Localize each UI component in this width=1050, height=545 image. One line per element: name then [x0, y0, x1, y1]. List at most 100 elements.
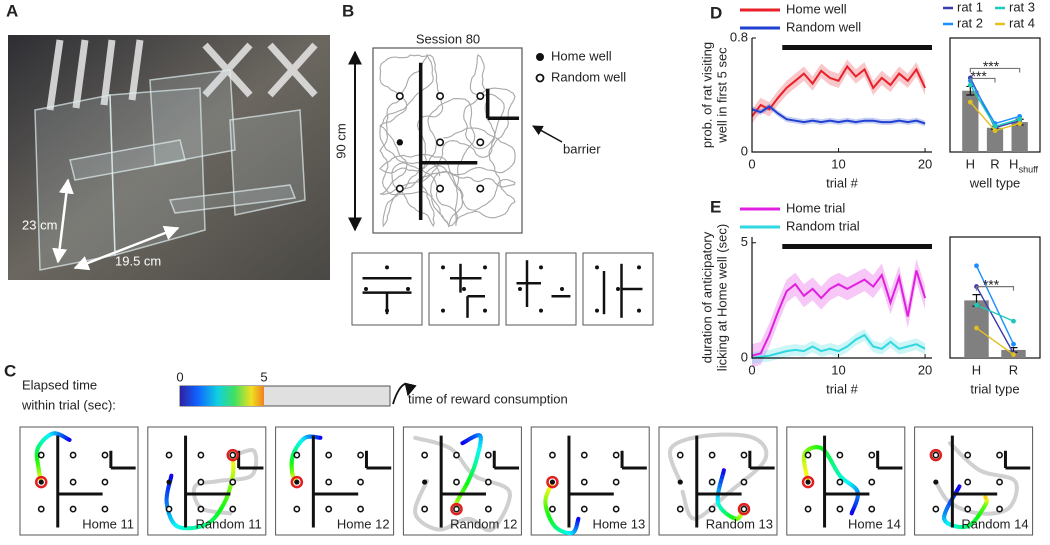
- significance-bracket: [969, 77, 996, 83]
- target-ring: [546, 475, 559, 489]
- y-axis-label: prob. of rat visiting: [699, 42, 714, 148]
- x-tick-label: R: [990, 156, 999, 171]
- legend-label: rat 2: [957, 15, 983, 30]
- error-band: [752, 329, 926, 364]
- well: [325, 505, 333, 513]
- legend-label: Random well: [551, 69, 626, 84]
- well: [325, 451, 333, 459]
- panel-label: D: [710, 3, 722, 22]
- well: [708, 505, 716, 513]
- colorbar-tick-label: 5: [260, 369, 267, 384]
- trial-panel: Home 11: [19, 426, 139, 536]
- well: [101, 451, 109, 459]
- subject-point: [992, 128, 998, 134]
- trial-panel: Home 14: [786, 426, 906, 536]
- legend-label: Random well: [786, 19, 861, 34]
- trial-label: Home 14: [848, 516, 901, 531]
- subject-point: [974, 263, 979, 269]
- significance-bar: [782, 244, 932, 249]
- x-tick-label: R: [1009, 362, 1018, 377]
- legend-label: Home well: [786, 1, 847, 16]
- barrier-label: barrier: [563, 141, 601, 156]
- well: [385, 265, 389, 270]
- well: [804, 451, 812, 459]
- maze-frame: [505, 252, 577, 326]
- well: [549, 451, 556, 459]
- well: [677, 479, 683, 485]
- well: [676, 505, 684, 513]
- subject-point: [992, 123, 998, 129]
- significance-label: ***: [983, 58, 1000, 74]
- subject-point: [974, 302, 979, 308]
- well: [580, 451, 588, 459]
- well: [436, 92, 445, 101]
- subject-point: [1017, 116, 1023, 122]
- well: [539, 265, 543, 270]
- well: [616, 287, 620, 291]
- significance-label: ***: [970, 68, 987, 84]
- legend-label: rat 1: [957, 0, 983, 14]
- y-tick-label: 0.8: [730, 29, 748, 44]
- well: [69, 478, 77, 486]
- well: [836, 478, 844, 486]
- well: [37, 451, 45, 459]
- legend-marker: [536, 53, 544, 61]
- trajectory: [379, 53, 516, 228]
- well: [484, 451, 492, 459]
- subject-line: [975, 265, 1015, 345]
- trial-panel: Random 14: [914, 426, 1034, 536]
- well: [964, 505, 972, 513]
- legend-label: Home well: [551, 48, 612, 63]
- error-band: [752, 258, 926, 368]
- trial-panel: Home 12: [275, 426, 395, 536]
- well: [453, 505, 460, 513]
- y-axis-label: well in first 5 sec: [714, 47, 729, 144]
- x-tick-label: 10: [831, 156, 845, 171]
- well: [453, 478, 460, 486]
- well: [580, 505, 588, 513]
- line-chart: Home trial Random trial 0 5 0 10 20 trial # dura…: [699, 200, 932, 396]
- well: [996, 451, 1003, 459]
- trial-label: Home 11: [82, 516, 134, 531]
- colorbar-gradient: [180, 386, 264, 406]
- line-chart: Home well Random well 0 0.8 0 10 20 trial # prob…: [699, 1, 932, 190]
- well: [453, 451, 460, 459]
- subject-line: [976, 304, 1014, 322]
- x-tick-label: H: [966, 156, 975, 171]
- legend-label: Random trial: [786, 218, 860, 233]
- well: [740, 451, 748, 459]
- legend-label: Home trial: [786, 200, 845, 215]
- well: [836, 505, 844, 513]
- well: [166, 479, 172, 485]
- series-line: [751, 64, 927, 118]
- well: [421, 451, 429, 459]
- well: [421, 505, 429, 513]
- x-tick-label: 0: [748, 362, 755, 377]
- well: [996, 478, 1003, 486]
- series-line: [751, 105, 926, 125]
- panel-label: A: [6, 1, 18, 20]
- subject-point: [974, 325, 979, 331]
- well: [637, 265, 641, 270]
- target-ring: [34, 475, 48, 489]
- well: [294, 479, 300, 485]
- well: [580, 478, 588, 486]
- well: [740, 505, 748, 513]
- bar: [1011, 122, 1028, 152]
- well: [964, 478, 972, 486]
- subject-point: [967, 99, 973, 105]
- maze-config: [582, 252, 654, 326]
- x-tick-label: 20: [918, 362, 932, 377]
- x-tick-label: 20: [918, 156, 932, 171]
- well: [357, 505, 364, 513]
- y-tick-label: 0: [741, 143, 748, 158]
- well: [483, 265, 487, 270]
- x-tick-label: H: [972, 362, 981, 377]
- maze-config: [505, 252, 577, 326]
- charts: Home well Random well 0 0.8 0 10 20 trial # prob…: [699, 0, 1041, 396]
- panel-label: C: [4, 361, 16, 380]
- target-ring: [929, 448, 943, 462]
- y-axis-label: licking at Home well (sec): [714, 224, 729, 371]
